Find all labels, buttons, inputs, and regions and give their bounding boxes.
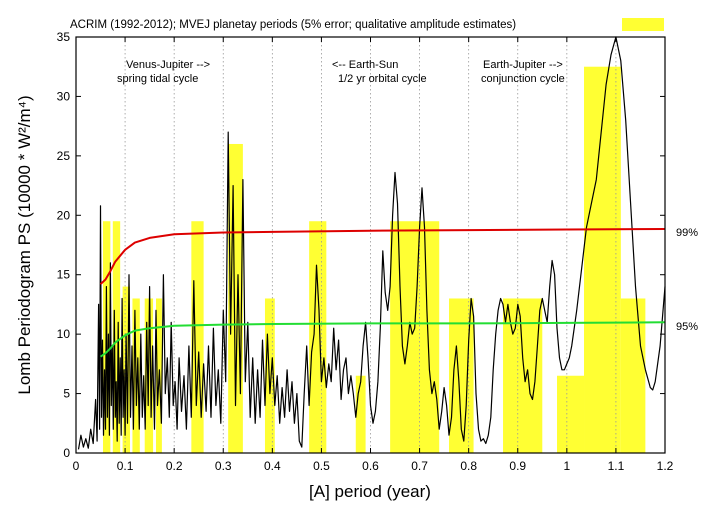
bar-13 xyxy=(503,298,543,453)
x-tick-label-11: 1.1 xyxy=(608,459,625,473)
x-tick-label-10: 1 xyxy=(563,459,570,473)
annotation-venus-jupiter-1: Venus-Jupiter --> xyxy=(126,59,210,71)
label-99-percent: 99% xyxy=(676,227,698,239)
y-tick-label-5: 25 xyxy=(57,149,71,163)
bar-9 xyxy=(309,221,327,453)
y-tick-label-1: 5 xyxy=(63,387,70,401)
y-tick-label-6: 30 xyxy=(57,89,71,103)
series-line-0 xyxy=(77,36,666,450)
x-tick-label-4: 0.4 xyxy=(264,459,281,473)
annotation-earth-sun-1: <-- Earth-Sun xyxy=(332,59,398,71)
x-axis-label: [A] period (year) xyxy=(309,482,431,501)
legend-swatch xyxy=(622,18,664,31)
plot-area: 0 0.1 0.2 0.3 0.4 0.5 0.6 0.7 0.8 0.9 1 1.1 1.2 0 5 10 1… xyxy=(57,30,674,473)
label-95-percent: 95% xyxy=(676,321,698,333)
y-tick-label-2: 10 xyxy=(57,327,71,341)
x-tick-label-6: 0.6 xyxy=(362,459,379,473)
annotation-earth-jupiter-2: conjunction cycle xyxy=(481,73,565,85)
y-axis-label: Lomb Periodogram PS (10000 * W²/m⁴) xyxy=(15,95,34,394)
x-tick-label-3: 0.3 xyxy=(215,459,232,473)
bar-7 xyxy=(228,143,243,453)
x-tick-label-2: 0.2 xyxy=(166,459,183,473)
bar-8 xyxy=(264,298,275,453)
bar-10 xyxy=(355,375,366,453)
bar-1 xyxy=(112,221,121,453)
x-tick-label-0: 0 xyxy=(73,459,80,473)
bar-14 xyxy=(557,375,585,453)
x-tick-label-5: 0.5 xyxy=(313,459,330,473)
y-tick-label-7: 35 xyxy=(57,30,71,44)
annotation-earth-jupiter-1: Earth-Jupiter --> xyxy=(483,59,563,71)
bar-16 xyxy=(620,298,646,453)
x-tick-label-12: 1.2 xyxy=(657,459,674,473)
series-line-1 xyxy=(99,228,666,285)
y-tick-label-3: 15 xyxy=(57,268,71,282)
y-tick-label-4: 20 xyxy=(57,208,71,222)
annotation-earth-sun-2: 1/2 yr orbital cycle xyxy=(338,73,427,85)
x-tick-label-7: 0.7 xyxy=(411,459,428,473)
y-tick-label-0: 0 xyxy=(63,446,70,460)
x-tick-label-1: 0.1 xyxy=(117,459,134,473)
bar-15 xyxy=(584,66,621,453)
series-line-2 xyxy=(99,321,666,358)
annotation-venus-jupiter-2: spring tidal cycle xyxy=(117,73,198,85)
x-tick-label-9: 0.9 xyxy=(509,459,526,473)
legend-label: ACRIM (1992-2012); MVEJ planetay periods… xyxy=(70,19,516,31)
x-tick-label-8: 0.8 xyxy=(460,459,477,473)
bar-11 xyxy=(390,221,440,453)
